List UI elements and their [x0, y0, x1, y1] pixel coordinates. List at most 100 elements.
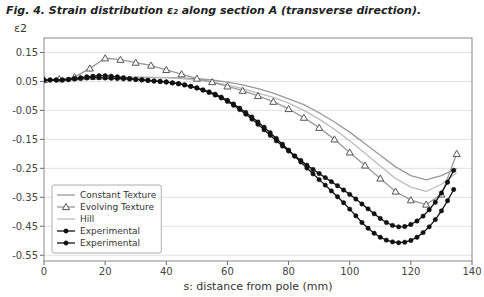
- data-point: [346, 149, 353, 155]
- y-tick: [40, 81, 44, 82]
- y-tick-label: -0.25: [12, 163, 38, 174]
- data-point: [317, 177, 321, 181]
- y-tick-label: -0.35: [12, 192, 38, 203]
- data-point: [72, 77, 76, 81]
- data-point: [207, 90, 211, 94]
- data-point: [362, 162, 369, 168]
- legend-label: Experimental: [80, 226, 140, 236]
- data-point: [152, 79, 156, 83]
- data-point: [316, 124, 323, 130]
- data-point: [415, 235, 419, 239]
- x-axis-label: s: distance from pole (mm): [183, 280, 332, 293]
- data-point: [421, 214, 425, 218]
- x-tick: [105, 261, 106, 265]
- y-tick: [40, 255, 44, 256]
- data-point: [54, 78, 58, 82]
- data-point: [451, 187, 455, 191]
- data-point: [360, 220, 364, 224]
- x-tick: [227, 261, 228, 265]
- data-point: [170, 81, 174, 85]
- series-line: [44, 76, 454, 227]
- data-point: [348, 192, 352, 196]
- data-point: [256, 120, 260, 124]
- data-point: [102, 55, 109, 61]
- grid-line: [44, 168, 472, 169]
- data-point: [305, 166, 309, 170]
- data-point: [189, 84, 193, 88]
- data-point: [299, 160, 303, 164]
- data-point: [403, 240, 407, 244]
- data-point: [146, 78, 150, 82]
- data-point: [372, 231, 376, 235]
- data-point: [201, 88, 205, 92]
- data-point: [170, 81, 174, 85]
- legend-label: Evolving Texture: [80, 202, 155, 212]
- data-point: [407, 197, 414, 203]
- data-point: [97, 75, 101, 79]
- x-tick-label: 0: [41, 266, 47, 277]
- legend-label: Experimental: [80, 238, 140, 248]
- data-point: [384, 220, 388, 224]
- grid-line: [44, 139, 472, 140]
- data-point: [115, 76, 119, 80]
- data-point: [390, 240, 394, 244]
- x-tick: [166, 261, 167, 265]
- series-line: [44, 58, 457, 204]
- data-point: [255, 92, 262, 98]
- data-point: [189, 84, 193, 88]
- x-tick-label: 100: [340, 266, 359, 277]
- data-point: [176, 82, 180, 86]
- legend-swatch: [57, 218, 75, 219]
- legend-label: Constant Texture: [80, 190, 157, 200]
- data-point: [244, 110, 248, 114]
- data-point: [140, 78, 144, 82]
- data-point: [378, 216, 382, 220]
- y-tick: [40, 110, 44, 111]
- data-point: [78, 75, 82, 79]
- data-point: [164, 80, 168, 84]
- y-tick: [40, 52, 44, 53]
- data-point: [85, 76, 89, 80]
- data-point: [231, 102, 235, 106]
- x-tick: [44, 261, 45, 265]
- data-point: [360, 202, 364, 206]
- grid-line: [44, 110, 472, 111]
- data-point: [331, 136, 338, 142]
- x-tick-label: 120: [401, 266, 420, 277]
- data-point: [237, 106, 241, 110]
- y-tick-label: -0.15: [12, 134, 38, 145]
- data-point: [117, 56, 124, 62]
- data-point: [445, 180, 449, 184]
- data-point: [103, 76, 107, 80]
- data-point: [193, 75, 200, 81]
- x-tick: [349, 261, 350, 265]
- data-point: [286, 148, 290, 152]
- legend-item: Hill: [57, 214, 94, 224]
- data-point: [72, 76, 76, 80]
- data-point: [201, 88, 205, 92]
- data-point: [372, 212, 376, 216]
- grid-line: [44, 81, 472, 82]
- data-point: [213, 93, 217, 97]
- data-point: [195, 86, 199, 90]
- data-point: [329, 189, 333, 193]
- data-point: [323, 175, 327, 179]
- y-tick-label: -0.55: [12, 250, 38, 261]
- data-point: [146, 78, 150, 82]
- data-point: [268, 131, 272, 135]
- x-tick: [472, 261, 473, 265]
- data-point: [433, 200, 437, 204]
- chart: Fig. 4. Strain distribution ε₂ along sec…: [0, 0, 484, 297]
- series: [44, 73, 456, 229]
- data-point: [109, 76, 113, 80]
- data-point: [439, 191, 443, 195]
- data-point: [317, 171, 321, 175]
- data-point: [421, 230, 425, 234]
- data-point: [164, 80, 168, 84]
- x-tick-label: 60: [221, 266, 234, 277]
- data-point: [262, 125, 266, 129]
- data-point: [207, 90, 211, 94]
- data-point: [311, 167, 315, 171]
- legend-item: Evolving Texture: [57, 202, 155, 212]
- data-point: [403, 224, 407, 228]
